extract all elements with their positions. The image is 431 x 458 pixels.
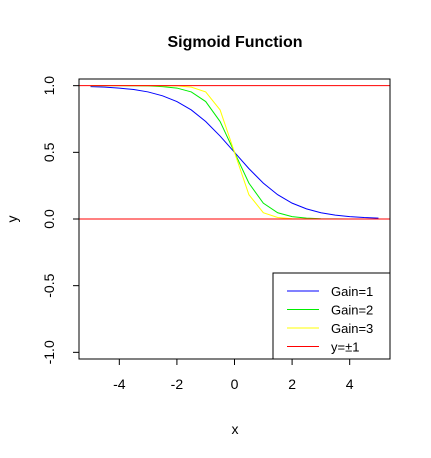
y-tick-label: -1.0 (41, 340, 57, 364)
legend: Gain=1 Gain=2 Gain=3 y=±1 (272, 272, 391, 360)
y-tick-label: 0.0 (41, 209, 57, 229)
x-tick-label: 4 (346, 376, 354, 392)
x-axis-label: x (232, 421, 239, 437)
y-tick-label: 1.0 (41, 76, 57, 96)
x-tick-label: 0 (231, 376, 239, 392)
legend-label: y=±1 (331, 340, 359, 355)
legend-box (272, 272, 391, 360)
series-line-3 (90, 85, 379, 220)
x-tick-label: -2 (171, 376, 184, 392)
y-axis: -1.0 -0.5 0.0 0.5 1.0 (41, 76, 80, 364)
legend-label: Gain=3 (331, 321, 373, 336)
series-lines (90, 85, 379, 220)
y-axis-label: y (4, 216, 20, 223)
x-axis: -4 -2 0 2 4 (113, 358, 354, 392)
chart-title: Sigmoid Function (167, 34, 302, 51)
y-tick-label: -0.5 (41, 273, 57, 297)
x-tick-label: -4 (113, 376, 126, 392)
x-tick-label: 2 (288, 376, 296, 392)
y-tick-label: 0.5 (41, 142, 57, 162)
legend-label: Gain=1 (331, 284, 373, 299)
reference-lines (79, 85, 390, 220)
legend-label: Gain=2 (331, 303, 373, 318)
